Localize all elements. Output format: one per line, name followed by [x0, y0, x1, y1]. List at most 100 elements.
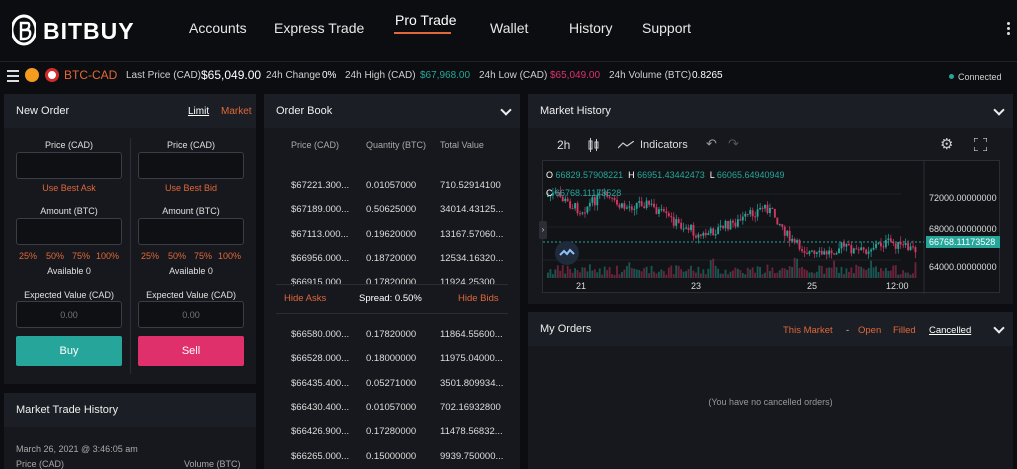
buy-button[interactable]: Buy — [16, 336, 122, 366]
candle-body — [882, 246, 885, 248]
candle-body — [653, 203, 655, 208]
order-book-row[interactable]: $66430.400... 0.01057000 702.16932800 — [264, 395, 514, 419]
candle-body — [697, 234, 700, 238]
hide-bids-button[interactable]: Hide Bids — [458, 293, 499, 304]
buy-pct-100[interactable]: 100% — [96, 251, 120, 261]
use-best-ask-link[interactable]: Use Best Ask — [42, 183, 96, 193]
tab-market[interactable]: Market — [221, 106, 252, 117]
market-history-collapse-icon[interactable] — [993, 104, 1005, 116]
price-chart[interactable]: O 66829.57908221 H 66951.43442473 L 6606… — [539, 160, 1000, 294]
order-book-row[interactable]: $67113.000... 0.19620000 13167.57060... — [264, 222, 514, 246]
sell-pct-50[interactable]: 50% — [168, 251, 187, 261]
buy-pct-25[interactable]: 25% — [19, 251, 38, 261]
sell-expected-field[interactable] — [139, 302, 243, 327]
indicators-button[interactable]: Indicators — [640, 139, 688, 151]
order-book-row[interactable]: $66580.000... 0.17820000 11864.55600... — [264, 322, 514, 346]
volume-bar — [561, 265, 564, 278]
volume-bar — [796, 258, 798, 278]
order-book-row[interactable]: $67189.000... 0.50625000 34014.43125... — [264, 197, 514, 221]
nav-accounts[interactable]: Accounts — [189, 20, 247, 36]
order-book-row[interactable]: $66956.000... 0.18720000 12534.16320... — [264, 246, 514, 270]
volume-bar — [889, 270, 892, 278]
interval-selector[interactable]: 2h — [557, 138, 571, 152]
order-book-row[interactable]: $66426.900... 0.17280000 11478.56832... — [264, 419, 514, 443]
candle-body — [714, 234, 717, 236]
my-orders-collapse-icon[interactable] — [993, 322, 1005, 334]
sell-pct-25[interactable]: 25% — [141, 251, 160, 261]
candle-body — [778, 224, 781, 226]
buy-price-field[interactable] — [17, 153, 121, 178]
undo-icon[interactable]: ↶ — [706, 136, 717, 151]
fullscreen-icon[interactable] — [974, 138, 987, 151]
candle-body — [630, 206, 633, 210]
sell-price-input[interactable] — [138, 152, 244, 179]
hide-asks-button[interactable]: Hide Asks — [284, 293, 327, 304]
candle-body — [702, 232, 705, 236]
buy-expected-field[interactable] — [17, 302, 121, 327]
volume-bar — [820, 265, 823, 278]
order-book-row[interactable]: $66435.400... 0.05271000 3501.809934... — [264, 371, 514, 395]
order-total: 3501.809934... — [440, 377, 504, 389]
low-label: 24h Low (CAD) — [479, 70, 548, 81]
nav-history[interactable]: History — [569, 20, 613, 36]
order-book-header: Order Book — [264, 94, 520, 128]
filter-filled[interactable]: Filled — [893, 325, 916, 336]
volume-bar — [653, 271, 655, 278]
filter-cancelled[interactable]: Cancelled — [929, 325, 972, 336]
sell-pct-100[interactable]: 100% — [218, 251, 242, 261]
candle-body — [847, 244, 850, 246]
buy-amount-field[interactable] — [17, 219, 121, 244]
nav-pro-trade[interactable]: Pro Trade — [395, 12, 457, 28]
candle-body — [904, 243, 907, 245]
sell-amount-field[interactable] — [139, 219, 243, 244]
hamburger-menu-icon[interactable] — [7, 70, 19, 85]
volume-bar — [744, 274, 747, 278]
buy-expected-input[interactable] — [16, 301, 122, 328]
buy-price-input[interactable] — [16, 152, 122, 179]
market-history-header: Market History — [528, 94, 1013, 128]
order-price: $66956.000... — [291, 252, 350, 264]
candlestick-type-icon[interactable] — [588, 138, 600, 152]
order-book-collapse-icon[interactable] — [500, 104, 512, 116]
order-book-row[interactable]: $66528.000... 0.18000000 11975.04000... — [264, 346, 514, 370]
buy-pct-75[interactable]: 75% — [72, 251, 91, 261]
ohlc-h-value: 66951.43442473 — [637, 170, 705, 180]
more-menu-icon[interactable] — [1007, 22, 1011, 37]
order-book-row[interactable]: $66915.000... 0.17820000 11924.25300... — [264, 270, 514, 294]
ohlc-o-value: 66829.57908221 — [555, 170, 624, 180]
redo-icon[interactable]: ↷ — [728, 136, 739, 151]
volume-bar — [608, 267, 611, 278]
sell-price-field[interactable] — [139, 153, 243, 178]
filter-open[interactable]: Open — [858, 325, 882, 336]
use-best-bid-link[interactable]: Use Best Bid — [164, 183, 218, 193]
bitbuy-logo[interactable]: BITBUY — [12, 14, 135, 48]
settings-gear-icon[interactable]: ⚙ — [940, 136, 954, 153]
buy-amount-input[interactable] — [16, 218, 122, 245]
tab-limit[interactable]: Limit — [188, 106, 210, 117]
sell-button[interactable]: Sell — [138, 336, 244, 366]
volume-bar — [828, 267, 831, 278]
order-book-title: Order Book — [276, 105, 333, 117]
sell-pct-75[interactable]: 75% — [194, 251, 213, 261]
nav-support[interactable]: Support — [642, 20, 692, 36]
sell-amount-input[interactable] — [138, 218, 244, 245]
chart-expand-handle[interactable]: › — [539, 221, 547, 239]
volume-bar — [680, 269, 683, 278]
sell-expected-input[interactable] — [138, 301, 244, 328]
nav-wallet[interactable]: Wallet — [490, 20, 529, 36]
volume-bar — [749, 269, 752, 278]
filter-this-market[interactable]: This Market — [783, 325, 833, 336]
candle-body — [648, 200, 650, 205]
pair-selector[interactable]: BTC-CAD — [64, 68, 118, 82]
order-book-row[interactable]: $66265.000... 0.15000000 9939.750000... — [264, 444, 514, 468]
order-price: $67113.000... — [291, 228, 349, 240]
volume-bar — [729, 271, 732, 278]
buy-pct-50[interactable]: 50% — [46, 251, 65, 261]
ob-header-price: Price (CAD) — [291, 140, 340, 150]
volume-bar — [806, 270, 808, 278]
sell-amount-label: Amount (BTC) — [162, 206, 220, 216]
candle-body — [761, 207, 764, 209]
order-book-row[interactable]: $67221.300... 0.01057000 710.52914100 — [264, 173, 514, 197]
nav-express-trade[interactable]: Express Trade — [274, 20, 365, 36]
candle-body — [625, 207, 628, 209]
